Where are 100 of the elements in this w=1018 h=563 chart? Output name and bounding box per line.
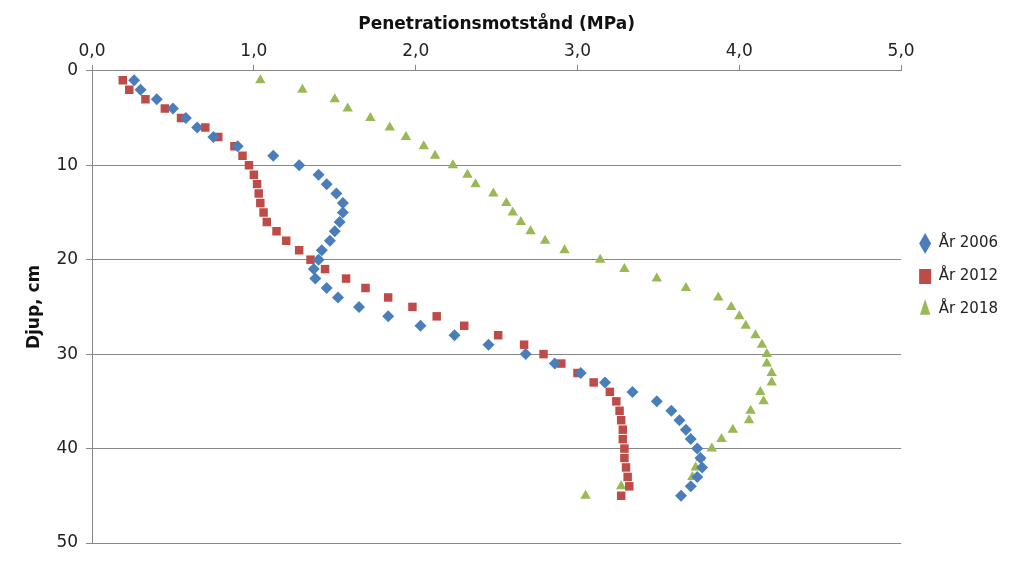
point: [297, 83, 308, 93]
point: [599, 376, 611, 389]
point: [254, 189, 263, 198]
legend-label: År 2006: [938, 232, 998, 252]
point: [365, 112, 376, 122]
x-tick-label: 0,0: [78, 40, 106, 61]
point: [501, 197, 512, 207]
point: [432, 312, 441, 321]
x-tick-label: 3,0: [563, 40, 592, 61]
point: [336, 206, 349, 219]
x-tick-label: 1,0: [240, 40, 268, 61]
point: [320, 178, 333, 191]
point: [312, 168, 325, 181]
point: [684, 433, 697, 446]
point: [255, 74, 266, 84]
point: [312, 253, 325, 266]
point: [525, 225, 536, 235]
point: [615, 406, 624, 416]
point: [766, 367, 777, 377]
point: [342, 102, 353, 112]
point: [382, 310, 395, 323]
point: [341, 274, 351, 283]
point: [166, 102, 179, 115]
y-tick-label: 40: [56, 436, 79, 457]
point: [651, 272, 662, 282]
point: [400, 130, 412, 140]
point: [306, 255, 315, 264]
point: [619, 263, 630, 273]
x-tick-label: 4,0: [725, 40, 753, 61]
x-tick-label: 5,0: [887, 40, 915, 61]
point: [691, 442, 704, 455]
x-tick-label: 2,0: [402, 40, 430, 61]
point: [267, 149, 280, 162]
point: [207, 130, 220, 143]
legend-label: År 2012: [938, 265, 998, 285]
point: [141, 94, 150, 104]
point: [548, 357, 561, 370]
point: [383, 293, 393, 302]
point: [706, 442, 717, 452]
point: [756, 338, 768, 348]
point: [621, 463, 631, 472]
point: [679, 423, 692, 436]
point: [519, 348, 532, 361]
y-tick-label: 30: [56, 342, 79, 363]
point: [755, 385, 766, 395]
legend-label: År 2018: [938, 298, 998, 318]
point: [580, 489, 591, 499]
point: [623, 472, 632, 482]
y-tick-label: 50: [56, 531, 79, 552]
point: [125, 85, 134, 94]
point: [684, 480, 697, 493]
point: [482, 338, 495, 351]
point: [620, 453, 629, 463]
point: [740, 319, 751, 329]
point: [519, 340, 529, 349]
point: [329, 93, 340, 103]
point: [758, 395, 769, 405]
point: [256, 198, 265, 208]
point: [716, 433, 727, 443]
y-tick-label: 20: [56, 248, 79, 269]
point: [761, 348, 773, 358]
point: [315, 244, 328, 257]
point: [574, 367, 587, 380]
point: [201, 123, 210, 132]
point: [673, 414, 686, 427]
point: [272, 227, 281, 236]
point: [448, 329, 461, 342]
point: [625, 482, 634, 491]
point: [320, 282, 333, 295]
point: [328, 225, 341, 238]
point: [589, 378, 598, 387]
point: [309, 272, 322, 285]
point: [675, 489, 688, 502]
point: [665, 404, 678, 417]
point: [293, 159, 306, 172]
point: [727, 423, 739, 433]
point: [128, 74, 141, 87]
point: [691, 470, 704, 483]
point: [515, 215, 527, 225]
point: [429, 149, 441, 159]
y-tick-label: 10: [56, 153, 79, 174]
point: [620, 444, 629, 453]
point: [333, 215, 346, 228]
point: [539, 234, 551, 244]
point: [650, 395, 663, 408]
point: [332, 291, 344, 304]
y-axis-title: Djup, cm: [22, 264, 43, 350]
point: [539, 349, 548, 359]
point: [179, 112, 192, 125]
point: [743, 414, 755, 424]
point: [594, 253, 606, 263]
point: [259, 208, 268, 217]
point: [231, 140, 244, 153]
x-axis-title: Penetrationsmotstånd (MPa): [358, 11, 635, 33]
point: [191, 121, 204, 134]
point: [612, 397, 621, 406]
point: [626, 385, 639, 398]
point: [361, 283, 370, 293]
y-tick-label: 0: [67, 59, 79, 80]
point: [734, 310, 745, 320]
